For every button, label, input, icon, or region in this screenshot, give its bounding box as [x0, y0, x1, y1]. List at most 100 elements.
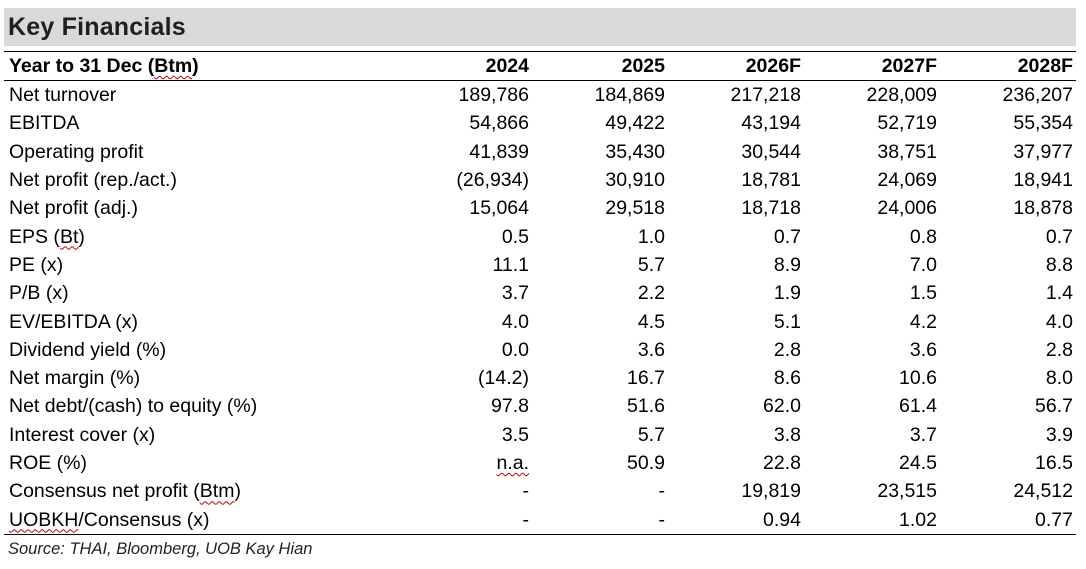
header-label: Year to 31 Dec (Btm) — [4, 51, 396, 81]
row-label: EV/EBITDA (x) — [9, 310, 138, 333]
row-value: - — [396, 505, 532, 535]
row-value: 11.1 — [492, 253, 529, 276]
row-value: 0.0 — [501, 338, 529, 361]
row-value: 49,422 — [605, 112, 665, 135]
row-value: 16.7 — [627, 367, 665, 390]
row-value: 0.5 — [501, 225, 529, 248]
row-value: 38,751 — [877, 140, 937, 163]
row-value: 3.5 — [501, 423, 529, 446]
row-value: 2.2 — [637, 282, 665, 305]
row-value: 5.7 — [637, 423, 665, 446]
row-value: 2.8 — [1045, 338, 1073, 361]
title-bar: Key Financials — [4, 8, 1076, 46]
row-value: 55,354 — [1013, 112, 1073, 135]
row-value: 4.5 — [637, 310, 665, 333]
row-value: 3.6 — [909, 338, 937, 361]
table-row: EBITDA 54,866 49,422 43,194 52,719 55,354 — [4, 109, 1076, 137]
row-value: 10.6 — [899, 367, 937, 390]
row-value: 30,910 — [605, 169, 665, 192]
row-label: Consensus net profit (Btm) — [9, 480, 241, 503]
row-value: 24,069 — [877, 169, 937, 192]
table-row: Net profit (rep./act.) (26,934) 30,910 18,7… — [4, 166, 1076, 194]
row-value: 4.0 — [501, 310, 529, 333]
row-value: 8.9 — [773, 253, 801, 276]
row-value: 56.7 — [1035, 395, 1073, 418]
header-label-unit: Btm — [154, 55, 193, 77]
row-value: 1.0 — [637, 225, 665, 248]
row-value: 52,719 — [877, 112, 937, 135]
row-value: 3.7 — [501, 282, 529, 305]
row-value: 184,869 — [594, 84, 666, 107]
row-value: 29,518 — [605, 197, 665, 220]
row-label: EPS (Bt) — [9, 225, 85, 248]
row-label: Net profit (rep./act.) — [9, 169, 177, 192]
row-value: 30,544 — [741, 140, 801, 163]
row-value: 97.8 — [491, 395, 529, 418]
row-value: 18,718 — [741, 197, 801, 220]
row-label: Net turnover — [9, 84, 117, 107]
row-value: 5.1 — [773, 310, 801, 333]
header-row: Year to 31 Dec (Btm) 2024 2025 2026F 202… — [4, 51, 1076, 81]
table-row: Net debt/(cash) to equity (%) 97.8 51.6 62.… — [4, 392, 1076, 420]
row-value: 62.0 — [763, 395, 801, 418]
row-value: 0.7 — [773, 225, 801, 248]
row-label: Interest cover (x) — [9, 423, 156, 446]
row-value: 18,941 — [1013, 169, 1073, 192]
row-value: 15,064 — [469, 197, 529, 220]
spellcheck-underline: Bt — [59, 225, 79, 248]
row-value: 3.8 — [773, 423, 801, 446]
row-value: 51.6 — [627, 395, 665, 418]
table-row: EPS (Bt) 0.5 1.0 0.7 0.8 0.7 — [4, 222, 1076, 250]
table-row: Dividend yield (%) 0.0 3.6 2.8 3.6 2.8 — [4, 336, 1076, 364]
row-value: 1.4 — [1045, 282, 1073, 305]
row-value: 8.6 — [773, 367, 801, 390]
row-value: 24,006 — [877, 197, 937, 220]
key-financials-table: Year to 31 Dec (Btm) 2024 2025 2026F 202… — [4, 51, 1076, 535]
row-value: 2.8 — [773, 338, 801, 361]
row-label: Dividend yield (%) — [9, 338, 167, 361]
header-label-pre: Year to 31 Dec ( — [9, 55, 155, 77]
row-value: 236,207 — [1002, 84, 1074, 107]
spellcheck-underline: Btm — [199, 480, 235, 503]
source-note: Source: THAI, Bloomberg, UOB Kay Hian — [8, 540, 313, 558]
row-value: 23,515 — [877, 480, 937, 503]
row-value: 19,819 — [741, 480, 801, 503]
row-value: 61.4 — [899, 395, 937, 418]
row-value: 228,009 — [866, 84, 938, 107]
row-value: 1.5 — [909, 282, 937, 305]
row-label: ROE (%) — [9, 452, 87, 474]
row-value: 1.9 — [773, 282, 801, 305]
row-value: n.a. — [396, 449, 532, 477]
row-value: 5.7 — [637, 253, 665, 276]
row-value: 41,839 — [469, 140, 529, 163]
table-row: Operating profit 41,839 35,430 30,544 38,751… — [4, 138, 1076, 166]
row-value: 43,194 — [741, 112, 801, 135]
table-row: UOBKH/Consensus (x) - -0.94 1.02 0.77 — [4, 505, 1076, 535]
row-value: 3.9 — [1045, 423, 1073, 446]
row-value: 3.7 — [909, 423, 937, 446]
row-value: 0.8 — [909, 225, 937, 248]
row-value: - — [522, 480, 530, 503]
header-year: 2028F — [940, 51, 1076, 81]
table-row: Net profit (adj.) 15,064 29,518 18,718 24,00… — [4, 194, 1076, 222]
row-value: 4.2 — [909, 310, 937, 333]
spellcheck-underline: n.a. — [496, 452, 529, 474]
header-year: 2027F — [804, 51, 940, 81]
row-label: EBITDA — [9, 112, 80, 135]
row-value: 0.7 — [1045, 225, 1073, 248]
row-value: 8.8 — [1045, 253, 1073, 276]
row-value: 189,786 — [458, 84, 530, 107]
spellcheck-underline: UOBKH — [9, 508, 79, 531]
row-value: - — [532, 505, 668, 535]
row-label: Net margin (%) — [9, 367, 141, 390]
row-label: PE (x) — [9, 253, 64, 276]
row-value: (26,934) — [456, 169, 529, 192]
row-value: 50.9 — [627, 452, 665, 474]
table-row: ROE (%) n.a. 50.9 22.8 24.5 16.5 — [4, 449, 1076, 477]
row-value: 3.6 — [637, 338, 665, 361]
row-label: Net debt/(cash) to equity (%) — [9, 395, 258, 418]
row-value: 0.77 — [940, 505, 1076, 535]
row-value: 8.0 — [1045, 367, 1073, 390]
table-row: PE (x) 11.1 5.7 8.9 7.0 8.8 — [4, 251, 1076, 279]
header-year: 2025 — [532, 51, 668, 81]
